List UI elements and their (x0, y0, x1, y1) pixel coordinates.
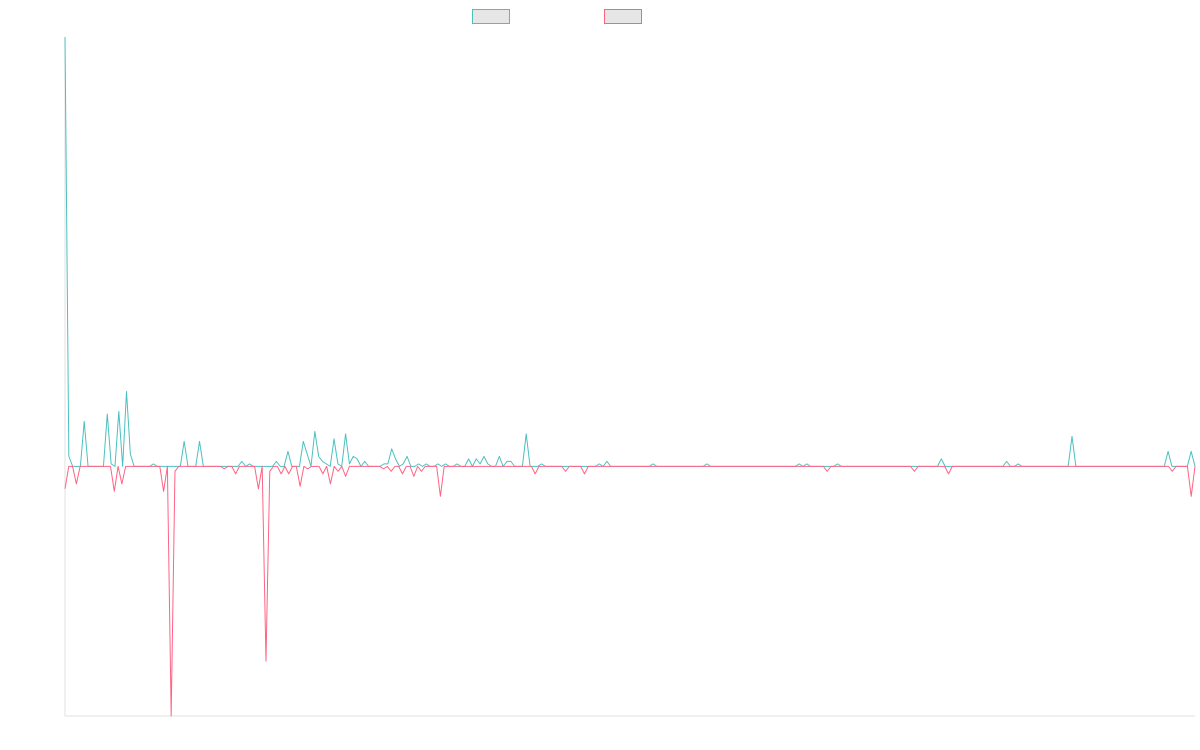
series-line-2 (64, 465, 1196, 717)
legend-item-series-1[interactable] (472, 9, 516, 24)
legend (0, 9, 1200, 27)
legend-swatch-series-2 (604, 9, 642, 24)
legend-item-series-2[interactable] (604, 9, 648, 24)
series-line-1 (64, 36, 1196, 467)
legend-swatch-series-1 (472, 9, 510, 24)
